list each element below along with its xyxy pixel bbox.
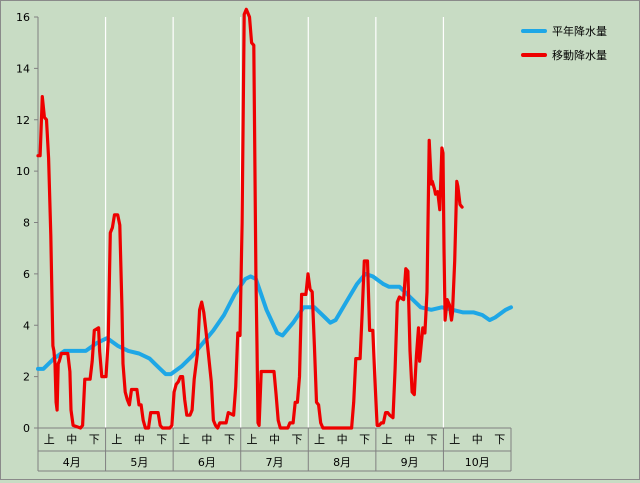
legend-label-normal: 平年降水量: [552, 25, 607, 38]
y-tick-label: 12: [16, 114, 30, 127]
period-label: 中: [201, 433, 212, 446]
period-label: 中: [337, 433, 348, 446]
period-label: 下: [292, 433, 303, 446]
month-label: 6月: [198, 456, 216, 469]
period-label: 中: [269, 433, 280, 446]
y-tick-label: 10: [16, 165, 30, 178]
period-label: 上: [246, 433, 257, 446]
y-tick-label: 2: [23, 371, 30, 384]
period-label: 中: [134, 433, 145, 446]
y-tick-label: 8: [23, 217, 30, 230]
period-label: 上: [314, 433, 325, 446]
y-tick-label: 4: [23, 319, 30, 332]
y-tick-label: 6: [23, 268, 30, 281]
month-label: 10月: [465, 456, 490, 469]
y-tick-label: 0: [23, 422, 30, 435]
legend-swatch-moving: [521, 53, 547, 57]
legend-item-normal: 平年降水量: [521, 19, 633, 43]
period-label: 下: [359, 433, 370, 446]
legend-item-moving: 移動降水量: [521, 43, 633, 67]
legend: 平年降水量 移動降水量: [521, 19, 633, 67]
period-label: 下: [494, 433, 505, 446]
month-label: 7月: [266, 456, 284, 469]
series-moving-line: [36, 7, 464, 430]
plot-area: [38, 17, 511, 428]
period-label: 下: [224, 433, 235, 446]
period-label: 中: [66, 433, 77, 446]
period-label: 上: [449, 433, 460, 446]
month-label: 5月: [130, 456, 148, 469]
month-label: 8月: [333, 456, 351, 469]
period-label: 下: [89, 433, 100, 446]
period-label: 下: [156, 433, 167, 446]
y-tick-label: 14: [16, 62, 30, 75]
period-label: 上: [382, 433, 393, 446]
period-label: 上: [179, 433, 190, 446]
period-label: 下: [427, 433, 438, 446]
legend-swatch-normal: [521, 29, 547, 33]
period-label: 上: [111, 433, 122, 446]
period-label: 中: [472, 433, 483, 446]
y-tick-label: 16: [16, 11, 30, 24]
legend-label-moving: 移動降水量: [552, 49, 607, 62]
month-label: 9月: [401, 456, 419, 469]
series-normal-line: [36, 271, 513, 377]
month-label: 4月: [63, 456, 81, 469]
period-label: 上: [44, 433, 55, 446]
period-label: 中: [404, 433, 415, 446]
